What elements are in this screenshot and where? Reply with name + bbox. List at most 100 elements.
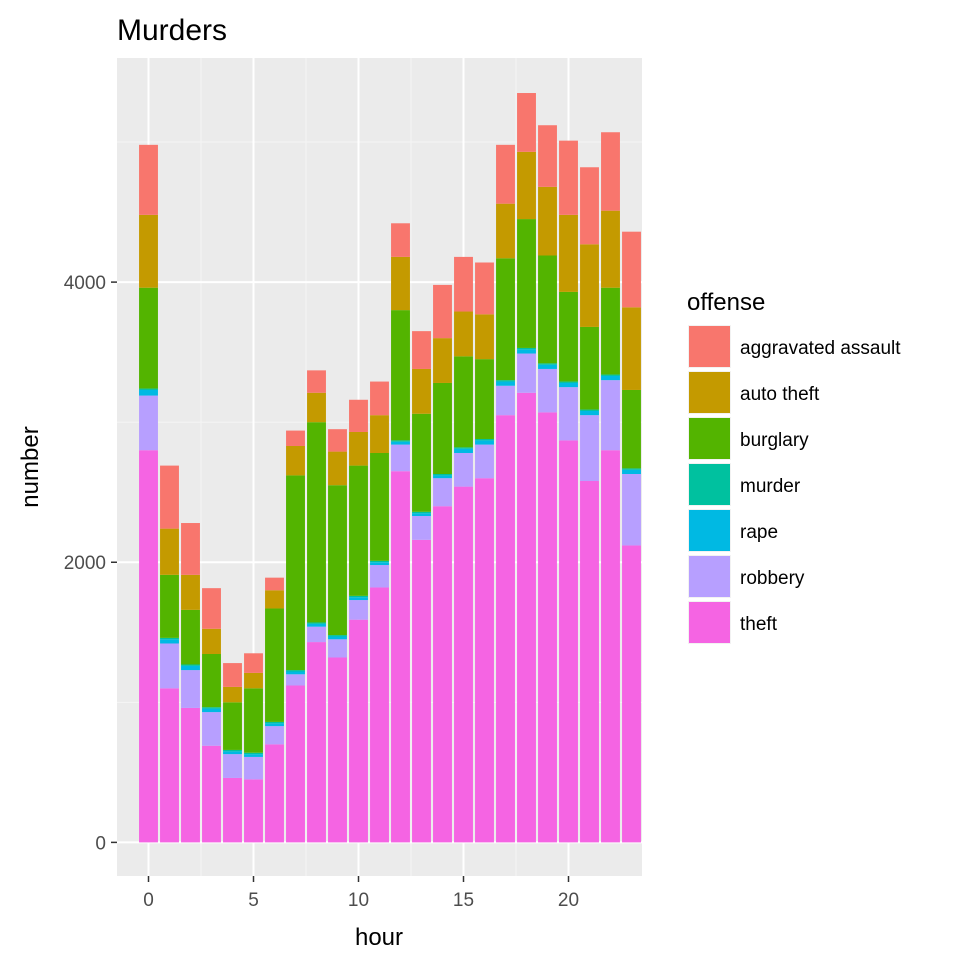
- bar-segment-murder-hour-8: [307, 622, 326, 624]
- bar-segment-rape-hour-18: [517, 349, 536, 354]
- legend-label-rape: rape: [740, 522, 778, 543]
- bar-segment-burglary-hour-17: [496, 258, 515, 381]
- bar-segment-robbery-hour-2: [181, 670, 200, 708]
- bar-segment-rape-hour-4: [223, 751, 242, 755]
- legend-label-auto-theft: auto theft: [740, 384, 820, 405]
- bar-segment-rape-hour-11: [370, 562, 389, 566]
- bar-segment-burglary-hour-20: [559, 291, 578, 382]
- bar-segment-burglary-hour-19: [538, 255, 557, 364]
- bar-segment-theft-hour-10: [349, 619, 368, 843]
- bar-segment-burglary-hour-14: [433, 382, 452, 475]
- legend-swatch-rape: [689, 510, 730, 551]
- bar-segment-murder-hour-6: [265, 721, 284, 724]
- bar-segment-burglary-hour-1: [160, 574, 179, 638]
- legend-label-burglary: burglary: [740, 430, 809, 451]
- bar-segment-aggravated-assault-hour-2: [181, 523, 200, 575]
- bar-segment-murder-hour-0: [139, 388, 158, 390]
- bar-segment-robbery-hour-10: [349, 600, 368, 620]
- bar-segment-burglary-hour-22: [601, 287, 620, 375]
- bar-segment-murder-hour-14: [433, 474, 452, 476]
- bar-segment-auto-theft-hour-4: [223, 686, 242, 703]
- bar-segment-burglary-hour-15: [454, 356, 473, 448]
- bar-segment-rape-hour-17: [496, 381, 515, 386]
- bar-segment-auto-theft-hour-17: [496, 203, 515, 259]
- bar-segment-aggravated-assault-hour-4: [223, 663, 242, 687]
- bar-segment-rape-hour-13: [412, 513, 431, 517]
- bar-segment-robbery-hour-14: [433, 478, 452, 507]
- bar-segment-aggravated-assault-hour-23: [622, 231, 641, 308]
- bar-segment-auto-theft-hour-0: [139, 214, 158, 288]
- x-axis-title: hour: [355, 924, 403, 951]
- bar-segment-murder-hour-21: [580, 409, 599, 411]
- bar-segment-rape-hour-9: [328, 636, 347, 640]
- bar-segment-robbery-hour-17: [496, 385, 515, 416]
- bar-segment-theft-hour-15: [454, 486, 473, 843]
- x-axis: 0 5 10 15 20: [143, 876, 579, 911]
- x-tick-label: 0: [143, 890, 154, 911]
- bar-segment-auto-theft-hour-14: [433, 338, 452, 383]
- bar-segment-robbery-hour-6: [265, 726, 284, 745]
- legend: offense aggravated assault auto theft burg…: [687, 289, 901, 644]
- bar-segment-theft-hour-21: [580, 481, 599, 843]
- bar-segment-burglary-hour-4: [223, 702, 242, 750]
- bar-segment-aggravated-assault-hour-5: [244, 653, 263, 673]
- x-tick-label: 5: [248, 890, 259, 911]
- bar-segment-robbery-hour-11: [370, 565, 389, 588]
- bar-segment-robbery-hour-13: [412, 516, 431, 540]
- bar-segment-aggravated-assault-hour-15: [454, 256, 473, 312]
- bar-segment-burglary-hour-7: [286, 475, 305, 671]
- bar-segment-aggravated-assault-hour-10: [349, 399, 368, 432]
- bar-segment-aggravated-assault-hour-9: [328, 429, 347, 452]
- bar-segment-robbery-hour-1: [160, 643, 179, 689]
- legend-swatch-auto-theft: [689, 372, 730, 413]
- bar-segment-auto-theft-hour-15: [454, 311, 473, 357]
- y-axis-title: number: [17, 426, 44, 507]
- bar-segment-burglary-hour-5: [244, 688, 263, 753]
- bar-segment-theft-hour-3: [202, 745, 221, 843]
- bar-segment-robbery-hour-22: [601, 380, 620, 451]
- bar-segment-murder-hour-11: [370, 560, 389, 563]
- bar-segment-aggravated-assault-hour-16: [475, 262, 494, 315]
- bar-segment-aggravated-assault-hour-21: [580, 167, 599, 245]
- bar-segment-theft-hour-17: [496, 415, 515, 843]
- chart-title: Murders: [117, 14, 227, 47]
- bar-segment-burglary-hour-13: [412, 413, 431, 512]
- bar-segment-burglary-hour-21: [580, 326, 599, 410]
- bar-segment-theft-hour-14: [433, 506, 452, 843]
- y-tick-label: 2000: [64, 553, 106, 574]
- bar-segment-theft-hour-5: [244, 779, 263, 843]
- bar-segment-murder-hour-18: [517, 347, 536, 350]
- bar-segment-rape-hour-12: [391, 441, 410, 445]
- bar-segment-murder-hour-20: [559, 381, 578, 383]
- bar-segment-rape-hour-8: [307, 623, 326, 627]
- bar-segment-auto-theft-hour-16: [475, 314, 494, 360]
- bar-segment-burglary-hour-8: [307, 422, 326, 623]
- bar-segment-theft-hour-4: [223, 777, 242, 843]
- bar-segment-rape-hour-1: [160, 639, 179, 644]
- legend-label-theft: theft: [740, 614, 778, 635]
- bar-segment-robbery-hour-7: [286, 674, 305, 686]
- bar-segment-auto-theft-hour-1: [160, 528, 179, 575]
- bar-segment-rape-hour-14: [433, 475, 452, 479]
- bar-segment-theft-hour-7: [286, 685, 305, 843]
- bar-segment-auto-theft-hour-20: [559, 214, 578, 292]
- bar-segment-auto-theft-hour-2: [181, 574, 200, 610]
- bar-segment-auto-theft-hour-23: [622, 307, 641, 390]
- bar-segment-burglary-hour-3: [202, 653, 221, 708]
- bar-segment-murder-hour-22: [601, 374, 620, 376]
- bar-segment-auto-theft-hour-8: [307, 392, 326, 423]
- bar-segment-murder-hour-10: [349, 595, 368, 598]
- bar-segment-robbery-hour-12: [391, 444, 410, 472]
- bar-segment-auto-theft-hour-9: [328, 451, 347, 486]
- bar-segment-aggravated-assault-hour-6: [265, 577, 284, 591]
- bar-segment-murder-hour-16: [475, 438, 494, 441]
- bar-segment-aggravated-assault-hour-18: [517, 93, 536, 152]
- bar-segment-murder-hour-7: [286, 670, 305, 672]
- bar-segment-murder-hour-4: [223, 749, 242, 752]
- bar-segment-aggravated-assault-hour-22: [601, 132, 620, 211]
- bar-segment-aggravated-assault-hour-7: [286, 430, 305, 446]
- bar-segment-theft-hour-11: [370, 587, 389, 843]
- bar-segment-rape-hour-5: [244, 754, 263, 757]
- bar-segment-burglary-hour-9: [328, 485, 347, 636]
